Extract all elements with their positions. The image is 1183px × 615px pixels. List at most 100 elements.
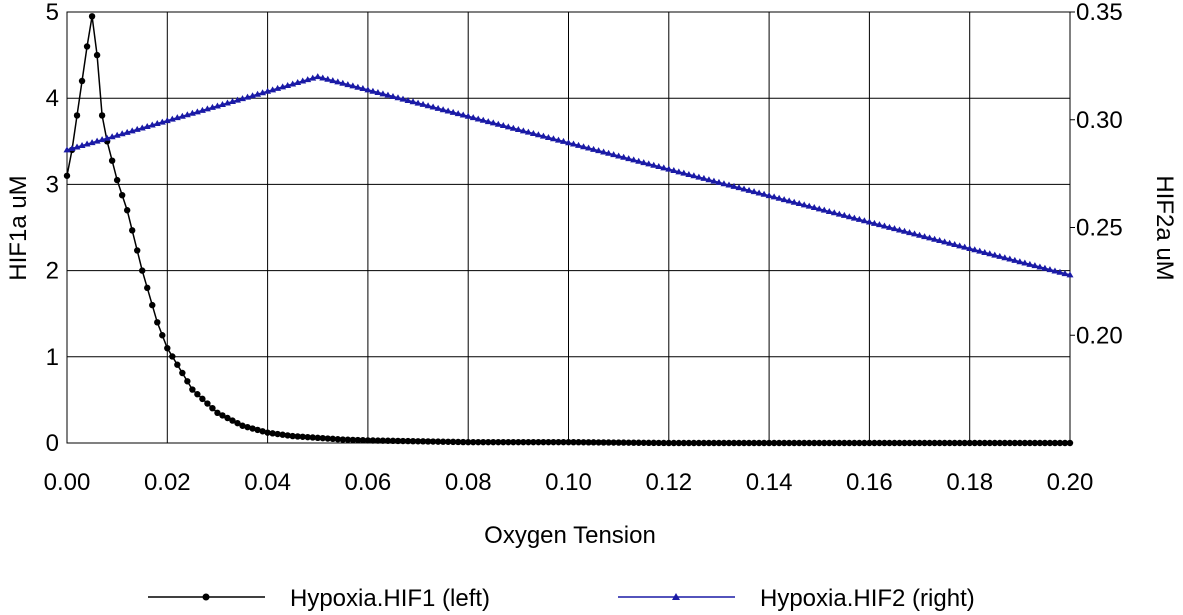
hif1-point <box>650 439 657 447</box>
hif2-point <box>936 237 944 244</box>
hif2-point <box>745 186 753 193</box>
hif1-point <box>93 51 101 59</box>
hif1-point <box>500 438 507 446</box>
hif2-point <box>459 111 467 118</box>
hif2-point <box>499 122 507 129</box>
hif1-point <box>299 433 306 440</box>
hif2-point <box>374 89 382 96</box>
hif1-point <box>429 438 437 445</box>
hif2-point <box>529 129 537 136</box>
hif2-point <box>931 235 939 242</box>
hif2-point <box>620 153 628 160</box>
hif1-point <box>710 439 718 447</box>
hif1-point <box>700 439 708 447</box>
hif1-point <box>234 419 241 427</box>
hif2-point <box>800 201 808 208</box>
hif1-point <box>379 437 387 444</box>
hif2-point <box>1051 267 1059 274</box>
hif1-point <box>871 439 878 447</box>
hif2-point <box>765 192 773 199</box>
hif2-point <box>399 95 407 102</box>
hif2-point <box>489 119 497 126</box>
hif2-point <box>580 143 588 150</box>
hif1-point <box>364 437 372 444</box>
hif1-point <box>525 438 532 446</box>
right-y-tick-label: 0.30 <box>1076 107 1123 134</box>
hif2-point <box>314 73 322 80</box>
hif1-point <box>991 439 998 447</box>
hif2-point <box>755 189 763 196</box>
hif1-point <box>630 439 637 446</box>
hif2-point <box>941 238 949 245</box>
hif2-point <box>895 226 903 233</box>
left-y-tick-label: 3 <box>46 171 59 198</box>
hif2-point <box>384 91 392 98</box>
hif2-point <box>835 210 843 217</box>
hif2-point <box>570 140 578 147</box>
hif1-point <box>399 437 407 445</box>
hif1-point <box>785 439 793 447</box>
hif1-point <box>394 437 402 445</box>
hif2-point <box>329 77 337 84</box>
hif1-point <box>289 432 296 440</box>
hif1-point <box>680 439 688 447</box>
hif1-point <box>585 439 592 446</box>
legend-label-hif1: Hypoxia.HIF1 (left) <box>290 585 490 612</box>
hif2-point <box>559 137 567 144</box>
hif1-point <box>956 439 963 447</box>
hif2-point <box>705 176 713 183</box>
hif1-point <box>901 439 908 447</box>
x-tick-label: 0.06 <box>345 469 392 496</box>
left-y-tick-label: 5 <box>46 0 59 26</box>
hif2-point <box>956 242 964 249</box>
hif1-point <box>123 207 131 214</box>
hif1-point <box>1026 439 1034 447</box>
hif2-point <box>1026 260 1034 267</box>
hif1-point <box>841 439 848 447</box>
hif2-point <box>805 202 813 209</box>
hif1-point <box>214 409 221 417</box>
hif1-point <box>189 386 196 393</box>
hif1-point <box>204 400 211 407</box>
hif1-point <box>1061 439 1069 447</box>
hif2-point <box>865 218 873 225</box>
hif1-point <box>98 112 106 119</box>
x-tick-label: 0.04 <box>244 469 291 496</box>
hif1-point <box>1051 439 1059 447</box>
hif1-point <box>349 436 357 444</box>
hif1-point <box>63 172 71 179</box>
hif1-point <box>144 284 151 292</box>
hif1-point <box>861 439 868 447</box>
hif2-point <box>615 152 623 159</box>
hif1-point <box>605 439 612 446</box>
hif1-point <box>1016 439 1024 447</box>
hif2-point <box>539 132 547 139</box>
hif2-point <box>549 135 557 142</box>
hif1-point <box>259 428 266 435</box>
x-tick-label: 0.16 <box>846 469 893 496</box>
hif2-point <box>1016 258 1024 265</box>
hif1-point <box>775 439 783 447</box>
hif1-point <box>575 439 582 446</box>
hif1-point <box>274 430 281 438</box>
hif1-point <box>530 438 537 446</box>
hif1-point <box>184 378 191 385</box>
hif1-point <box>916 439 923 447</box>
hif1-point <box>715 439 723 447</box>
hif2-point <box>474 115 482 122</box>
hif1-point <box>254 426 261 434</box>
hif1-point <box>424 438 432 445</box>
hif2-point <box>986 250 994 257</box>
hif1-point <box>545 438 552 446</box>
hif1-point <box>735 439 743 447</box>
hif2-point <box>780 196 788 203</box>
hif1-point <box>510 438 517 446</box>
hif1-point <box>685 439 693 447</box>
hif1-point <box>134 247 141 254</box>
hif2-point <box>394 94 402 101</box>
hif2-point <box>740 185 748 192</box>
hif1-point <box>108 157 116 164</box>
hif2-point <box>469 114 477 121</box>
hif2-point <box>600 148 608 155</box>
